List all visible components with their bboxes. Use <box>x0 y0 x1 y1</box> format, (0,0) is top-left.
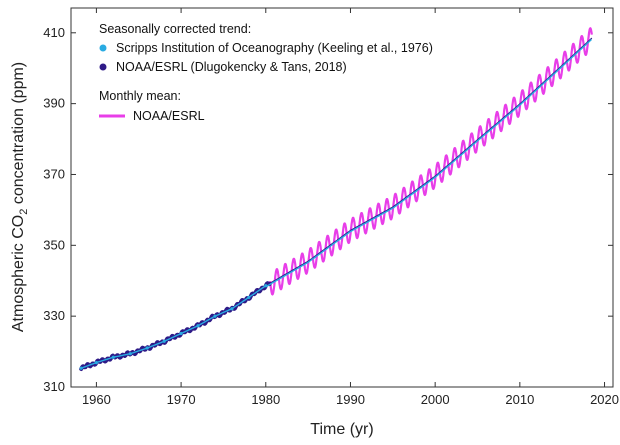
scripps-point <box>94 361 98 365</box>
scripps-point <box>162 339 166 343</box>
x-tick-label: 2000 <box>421 392 450 407</box>
x-tick-label: 2010 <box>505 392 534 407</box>
scripps-point <box>230 307 234 311</box>
x-tick-label: 1960 <box>82 392 111 407</box>
series-scripps-trend <box>81 39 592 369</box>
y-tick-label: 410 <box>43 25 65 40</box>
x-tick-label: 1980 <box>251 392 280 407</box>
scripps-point <box>111 355 115 359</box>
scripps-point <box>179 331 183 336</box>
scripps-point <box>196 324 200 328</box>
scripps-point <box>213 314 217 318</box>
legend-label-scripps: Scripps Institution of Oceanography (Kee… <box>116 41 433 55</box>
x-axis-title: Time (yr) <box>310 421 373 438</box>
plot-frame <box>70 7 614 388</box>
y-tick-label: 370 <box>43 166 65 181</box>
legend-group1-title: Seasonally corrected trend: <box>99 22 251 36</box>
scripps-point <box>247 295 251 299</box>
scripps-point <box>264 284 268 288</box>
axis-ticks: 1960 1970 1980 1990 2000 2010 2020 310 330 350 370… <box>43 8 619 407</box>
legend-marker-scripps <box>99 44 107 52</box>
x-tick-label: 1970 <box>167 392 196 407</box>
legend-group2-title: Monthly mean: <box>99 89 181 103</box>
series-noaa-trend <box>269 37 593 284</box>
legend-marker-noaa-trend <box>99 63 107 71</box>
y-tick-label: 350 <box>43 237 65 252</box>
scripps-point <box>128 352 132 356</box>
data-layer <box>79 27 593 371</box>
y-tick-label: 390 <box>43 96 65 111</box>
scripps-point <box>79 366 83 370</box>
x-tick-label: 1990 <box>336 392 365 407</box>
y-tick-label: 310 <box>43 379 65 394</box>
x-tick-label: 2020 <box>590 392 619 407</box>
scripps-point <box>145 346 149 350</box>
y-tick-label: 330 <box>43 308 65 323</box>
legend: Seasonally corrected trend: Scripps Inst… <box>99 22 433 123</box>
series-noaa-monthly-mean <box>268 27 593 296</box>
legend-label-noaa-monthly: NOAA/ESRL <box>133 109 205 123</box>
legend-label-noaa-trend: NOAA/ESRL (Dlugokencky & Tans, 2018) <box>116 60 347 74</box>
y-axis-title: Atmospheric CO2 concentration (ppm) <box>10 62 30 332</box>
